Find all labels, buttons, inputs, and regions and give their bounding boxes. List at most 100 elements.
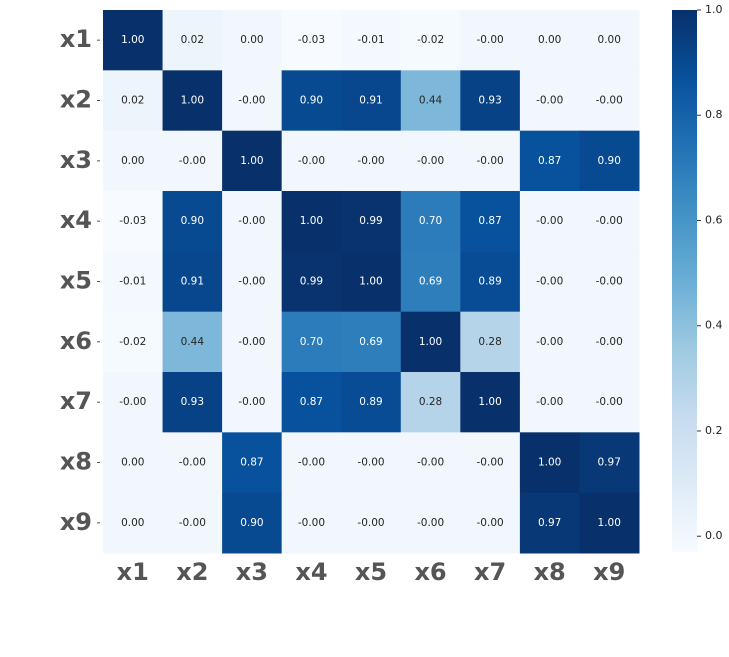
cell-value-label: -0.00 <box>596 336 623 348</box>
heatmap-cell <box>222 191 283 252</box>
heatmap-cell <box>579 492 640 554</box>
heatmap-cell <box>281 130 342 192</box>
cell-value-label: 0.90 <box>240 517 263 529</box>
heatmap-cell <box>103 70 164 132</box>
heatmap-cell <box>519 311 580 373</box>
cell-value-label: 0.00 <box>121 517 144 529</box>
colorbar-tick-label: 0.2 <box>705 424 723 437</box>
heatmap-cell <box>519 492 580 554</box>
cell-value-label: 0.44 <box>181 336 205 348</box>
heatmap-cell <box>460 191 521 252</box>
cell-value-label: 0.91 <box>181 276 204 288</box>
heatmap-cell <box>103 191 164 252</box>
heatmap-cell <box>162 70 223 132</box>
heatmap-cell <box>162 10 223 71</box>
heatmap-cell <box>103 311 164 373</box>
cell-value-label: 0.89 <box>359 396 382 408</box>
heatmap-cell <box>222 130 283 192</box>
cell-value-label: 0.28 <box>419 396 442 408</box>
cell-value-label: -0.00 <box>298 457 325 469</box>
cell-value-label: 0.44 <box>419 95 443 107</box>
heatmap-cell <box>460 10 521 71</box>
heatmap-cell <box>400 70 461 132</box>
heatmap-cell <box>579 372 640 433</box>
y-tick-label: x6 <box>60 327 92 355</box>
heatmap-cell <box>579 191 640 252</box>
heatmap-cell <box>400 372 461 433</box>
cell-value-label: 0.99 <box>300 276 323 288</box>
heatmap-cell <box>400 251 461 313</box>
cell-value-label: -0.00 <box>536 396 563 408</box>
cell-value-label: 1.00 <box>478 396 501 408</box>
cell-value-label: -0.02 <box>417 34 444 46</box>
cell-value-label: -0.00 <box>179 457 206 469</box>
y-tick-label: x7 <box>60 387 92 415</box>
cell-value-label: -0.00 <box>596 95 623 107</box>
heatmap-cell <box>460 492 521 554</box>
heatmap-cell <box>579 251 640 313</box>
cell-value-label: 0.90 <box>181 215 204 227</box>
cell-value-label: -0.00 <box>298 517 325 529</box>
cell-value-label: -0.00 <box>417 457 444 469</box>
cell-value-label: 0.00 <box>538 34 561 46</box>
heatmap-cell <box>460 311 521 373</box>
heatmap-cell <box>341 432 402 494</box>
cell-value-label: -0.00 <box>238 336 265 348</box>
heatmap-cell <box>341 70 402 132</box>
cell-value-label: -0.00 <box>477 457 504 469</box>
heatmap-cell <box>103 432 164 494</box>
heatmap-cell <box>579 130 640 192</box>
cell-value-label: -0.00 <box>596 276 623 288</box>
x-tick-label: x3 <box>236 558 268 586</box>
heatmap-cell <box>162 372 223 433</box>
colorbar-tick-label: 0.6 <box>705 213 723 226</box>
heatmap-cell <box>579 70 640 132</box>
cell-value-label: -0.00 <box>477 155 504 167</box>
cell-value-label: -0.03 <box>298 34 325 46</box>
colorbar-tick-label: 0.8 <box>705 108 723 121</box>
heatmap-cell <box>281 191 342 252</box>
heatmap-cell <box>222 70 283 132</box>
cell-value-label: 0.02 <box>181 34 204 46</box>
heatmap-cell <box>341 10 402 71</box>
heatmap-cell <box>460 130 521 192</box>
cell-value-label: 0.89 <box>478 276 501 288</box>
cell-value-label: 0.00 <box>121 457 144 469</box>
cell-value-label: 0.02 <box>121 95 144 107</box>
x-tick-label: x1 <box>117 558 149 586</box>
heatmap-cell <box>579 432 640 494</box>
cell-value-label: -0.00 <box>179 155 206 167</box>
cell-value-label: -0.01 <box>357 34 384 46</box>
heatmap-cell <box>281 70 342 132</box>
colorbar-tick-label: 0.0 <box>705 529 723 542</box>
heatmap-cell <box>103 372 164 433</box>
cell-value-label: -0.01 <box>119 276 146 288</box>
cell-value-label: 0.87 <box>300 396 323 408</box>
heatmap-cell <box>341 492 402 554</box>
heatmap-cell <box>281 372 342 433</box>
x-tick-label: x7 <box>474 558 506 586</box>
cell-value-label: -0.00 <box>477 34 504 46</box>
x-tick-label: x5 <box>355 558 387 586</box>
heatmap-cell <box>460 251 521 313</box>
x-tick-label: x6 <box>414 558 446 586</box>
heatmap-cell <box>460 372 521 433</box>
cell-value-label: -0.02 <box>119 336 146 348</box>
cell-value-label: 0.93 <box>478 95 501 107</box>
colorbar-tick-label: 0.4 <box>705 319 723 332</box>
heatmap-cell <box>519 372 580 433</box>
heatmap-cell <box>162 251 223 313</box>
y-tick-label: x8 <box>60 448 92 476</box>
heatmap-cell <box>281 311 342 373</box>
heatmap-cell <box>222 372 283 433</box>
cell-value-label: 0.87 <box>478 215 501 227</box>
heatmap-cell <box>400 432 461 494</box>
cell-value-label: 0.87 <box>538 155 561 167</box>
cell-value-label: 1.00 <box>240 155 263 167</box>
heatmap-cell <box>103 130 164 192</box>
heatmap-cell <box>162 191 223 252</box>
cell-value-label: 0.00 <box>240 34 263 46</box>
heatmap-cell <box>400 311 461 373</box>
heatmap-cell <box>162 432 223 494</box>
